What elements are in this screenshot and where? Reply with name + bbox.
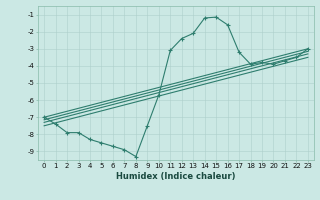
X-axis label: Humidex (Indice chaleur): Humidex (Indice chaleur)	[116, 172, 236, 181]
